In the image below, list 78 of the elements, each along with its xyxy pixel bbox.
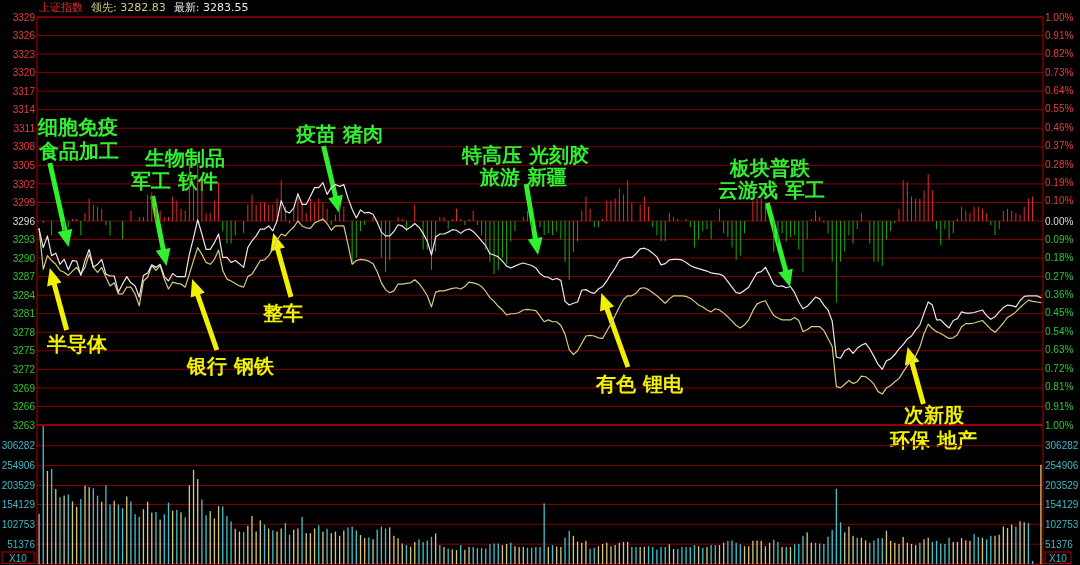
- y-tick-label: 3266: [12, 401, 36, 413]
- y-tick-label: 51376: [7, 538, 36, 550]
- y-tick-label: 306282: [1, 440, 36, 452]
- y-tick-label: 3263: [12, 419, 36, 431]
- y-tick-label: 3311: [13, 122, 36, 134]
- y2-axis-title: X10: [1049, 552, 1068, 564]
- y2-tick-label: 203529: [1045, 480, 1079, 491]
- y-tick-label: 203529: [1, 480, 36, 491]
- y2-tick-label: 0.72%: [1045, 362, 1074, 374]
- y2-tick-label: 0.46%: [1045, 121, 1074, 133]
- text: 最新: 3283.55: [173, 1, 249, 14]
- y-tick-label: 3323: [12, 48, 36, 60]
- annotation: 疫苗 猪肉: [294, 122, 383, 146]
- y2-tick-label: 0.82%: [1045, 48, 1074, 60]
- y2-tick-label: 154129: [1045, 499, 1079, 511]
- annotation: 板块普跌: [729, 156, 812, 180]
- y2-tick-label: 0.19%: [1045, 176, 1074, 188]
- y-tick-label: 3290: [12, 252, 36, 264]
- annotation: 旅游 新疆: [478, 165, 567, 189]
- y-tick-label: 3329: [12, 11, 36, 23]
- y-tick-label: 3299: [12, 197, 36, 209]
- annotation: 食品加工: [37, 139, 119, 163]
- annotation: 整车: [262, 301, 304, 325]
- y2-tick-label: 102753: [1045, 518, 1079, 530]
- y-tick-label: 3287: [12, 271, 36, 283]
- annotation: 有色 锂电: [595, 372, 685, 396]
- annotation: 细胞免疫: [36, 115, 118, 139]
- y-tick-label: 3296: [12, 215, 36, 227]
- y-axis-title: X10: [9, 552, 28, 564]
- y-tick-label: 3272: [12, 364, 36, 375]
- y2-tick-label: 0.36%: [1045, 289, 1074, 300]
- annotation: 生物制品: [144, 146, 226, 170]
- annotation: 特高压 光刻胶: [460, 143, 589, 167]
- y-tick-label: 3320: [12, 67, 36, 79]
- y2-tick-label: 1.00%: [1045, 11, 1074, 23]
- y2-tick-label: 0.91%: [1045, 401, 1074, 413]
- chart-title: 上证指数: [39, 1, 83, 14]
- y2-tick-label: 0.09%: [1045, 234, 1074, 245]
- annotation: 环保 地产: [888, 428, 977, 452]
- y2-tick-label: 0.54%: [1045, 325, 1074, 337]
- y2-tick-label: 0.55%: [1045, 103, 1074, 115]
- y2-tick-label: 0.28%: [1045, 158, 1074, 170]
- annotation: 云游戏 军工: [717, 178, 825, 202]
- y-tick-label: 3293: [12, 234, 36, 246]
- y2-tick-label: 51376: [1045, 538, 1074, 550]
- y2-tick-label: 1.00%: [1045, 419, 1074, 431]
- y2-tick-label: 0.45%: [1045, 307, 1074, 319]
- y-tick-label: 3278: [12, 326, 36, 338]
- y2-tick-label: 0.00%: [1045, 215, 1074, 227]
- text: 领先: 3282.83: [91, 1, 166, 14]
- y-tick-label: 254906: [1, 460, 36, 472]
- y2-tick-label: 0.63%: [1045, 344, 1074, 356]
- y-tick-label: 102753: [1, 518, 36, 530]
- y2-tick-label: 0.37%: [1045, 140, 1074, 152]
- annotation: 半导体: [45, 332, 108, 356]
- y-tick-label: 3317: [12, 85, 36, 97]
- annotation: 次新股: [904, 403, 966, 427]
- y2-tick-label: 0.18%: [1045, 252, 1074, 264]
- y2-tick-label: 0.64%: [1045, 85, 1074, 96]
- y-tick-label: 3314: [12, 104, 36, 116]
- y-tick-label: 3281: [12, 308, 36, 320]
- y-tick-label: 154129: [1, 499, 36, 511]
- y2-tick-label: 0.10%: [1045, 195, 1074, 207]
- y2-tick-label: 0.81%: [1045, 380, 1074, 392]
- y2-tick-label: 254906: [1045, 460, 1079, 472]
- y-tick-label: 3269: [12, 382, 36, 394]
- line-series: [38, 218, 1042, 395]
- y2-tick-label: 306282: [1045, 440, 1079, 452]
- annotation: 银行 钢铁: [186, 354, 276, 378]
- y-tick-label: 3305: [12, 160, 36, 171]
- y2-tick-label: 0.27%: [1045, 270, 1074, 282]
- y2-tick-label: 0.91%: [1045, 30, 1074, 41]
- y2-tick-label: 0.73%: [1045, 66, 1074, 78]
- y-tick-label: 3308: [12, 141, 36, 153]
- y-tick-label: 3275: [12, 345, 36, 357]
- y-tick-label: 3326: [12, 30, 36, 42]
- y-tick-label: 3284: [12, 289, 36, 301]
- y-tick-label: 3302: [12, 178, 36, 190]
